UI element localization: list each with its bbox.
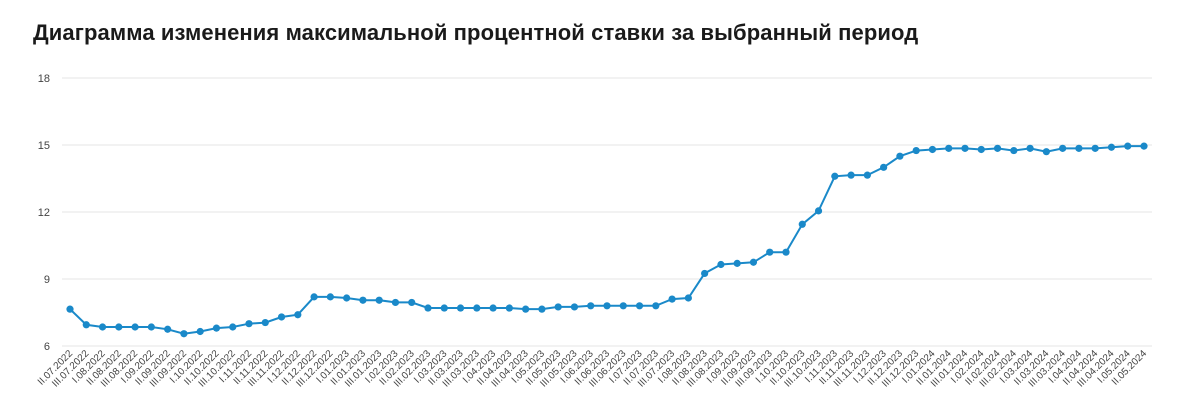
data-point[interactable]: [1140, 142, 1148, 150]
data-point[interactable]: [522, 305, 530, 313]
data-point[interactable]: [343, 294, 351, 302]
data-point[interactable]: [766, 248, 774, 256]
data-point[interactable]: [977, 145, 985, 154]
data-point[interactable]: [814, 207, 823, 215]
data-point[interactable]: [603, 302, 611, 310]
y-tick-label: 15: [38, 140, 50, 152]
data-point[interactable]: [66, 305, 74, 313]
data-point[interactable]: [798, 220, 806, 228]
data-point[interactable]: [164, 325, 172, 333]
data-point[interactable]: [587, 302, 595, 310]
data-point[interactable]: [98, 323, 107, 331]
data-point[interactable]: [1124, 142, 1132, 150]
data-points[interactable]: [66, 142, 1148, 338]
data-point[interactable]: [294, 311, 302, 319]
data-point[interactable]: [880, 163, 888, 171]
data-point[interactable]: [538, 305, 546, 313]
data-point[interactable]: [570, 303, 579, 311]
data-point[interactable]: [701, 269, 709, 278]
data-point[interactable]: [1107, 143, 1116, 151]
data-point[interactable]: [131, 323, 139, 331]
data-point[interactable]: [212, 324, 221, 332]
data-point[interactable]: [863, 171, 871, 179]
y-tick-label: 18: [38, 73, 50, 85]
data-point[interactable]: [993, 144, 1002, 152]
y-tick-label: 9: [44, 274, 50, 286]
data-point[interactable]: [749, 258, 758, 266]
data-point[interactable]: [961, 144, 969, 152]
data-point[interactable]: [440, 304, 448, 312]
data-point[interactable]: [245, 320, 253, 328]
data-point[interactable]: [782, 248, 790, 256]
data-point[interactable]: [847, 171, 855, 179]
x-axis-tick-labels: II.07.2022III.07.2022I.08.2022II.08.2022…: [36, 348, 1150, 390]
y-tick-label: 12: [38, 207, 50, 219]
data-point[interactable]: [668, 295, 676, 303]
data-point[interactable]: [473, 304, 481, 312]
data-point[interactable]: [505, 304, 513, 312]
data-point[interactable]: [945, 144, 953, 152]
data-point[interactable]: [391, 298, 400, 307]
data-point[interactable]: [424, 304, 432, 312]
data-point[interactable]: [261, 318, 269, 327]
data-point[interactable]: [180, 330, 188, 338]
data-point[interactable]: [554, 303, 562, 311]
data-point[interactable]: [1010, 146, 1018, 155]
data-point[interactable]: [619, 302, 627, 310]
data-point[interactable]: [456, 304, 465, 312]
data-point[interactable]: [359, 296, 367, 304]
data-point[interactable]: [196, 327, 204, 336]
page-title: Диаграмма изменения максимальной процент…: [33, 20, 919, 45]
data-point[interactable]: [147, 323, 155, 331]
data-point[interactable]: [489, 304, 497, 312]
data-point[interactable]: [310, 293, 318, 301]
data-point[interactable]: [896, 152, 904, 160]
y-tick-label: 6: [44, 341, 50, 353]
gridlines: [62, 77, 1152, 347]
data-point[interactable]: [928, 145, 937, 154]
data-point[interactable]: [684, 294, 692, 302]
data-point[interactable]: [82, 321, 90, 329]
data-point[interactable]: [733, 259, 741, 267]
data-point[interactable]: [717, 260, 725, 269]
data-point[interactable]: [652, 302, 660, 310]
data-point[interactable]: [375, 296, 383, 304]
data-point[interactable]: [1026, 144, 1034, 152]
data-point[interactable]: [277, 313, 286, 321]
data-point[interactable]: [1042, 148, 1050, 156]
data-point[interactable]: [408, 298, 416, 307]
data-point[interactable]: [1059, 144, 1067, 152]
y-axis-tick-labels: 6 9 12 15 18: [38, 73, 50, 353]
data-point[interactable]: [115, 323, 123, 331]
data-point[interactable]: [635, 302, 644, 310]
data-point[interactable]: [831, 172, 839, 180]
data-point[interactable]: [326, 293, 334, 301]
data-point[interactable]: [229, 323, 237, 331]
data-point[interactable]: [1075, 144, 1083, 152]
data-point[interactable]: [1091, 144, 1099, 152]
data-point[interactable]: [912, 146, 920, 155]
